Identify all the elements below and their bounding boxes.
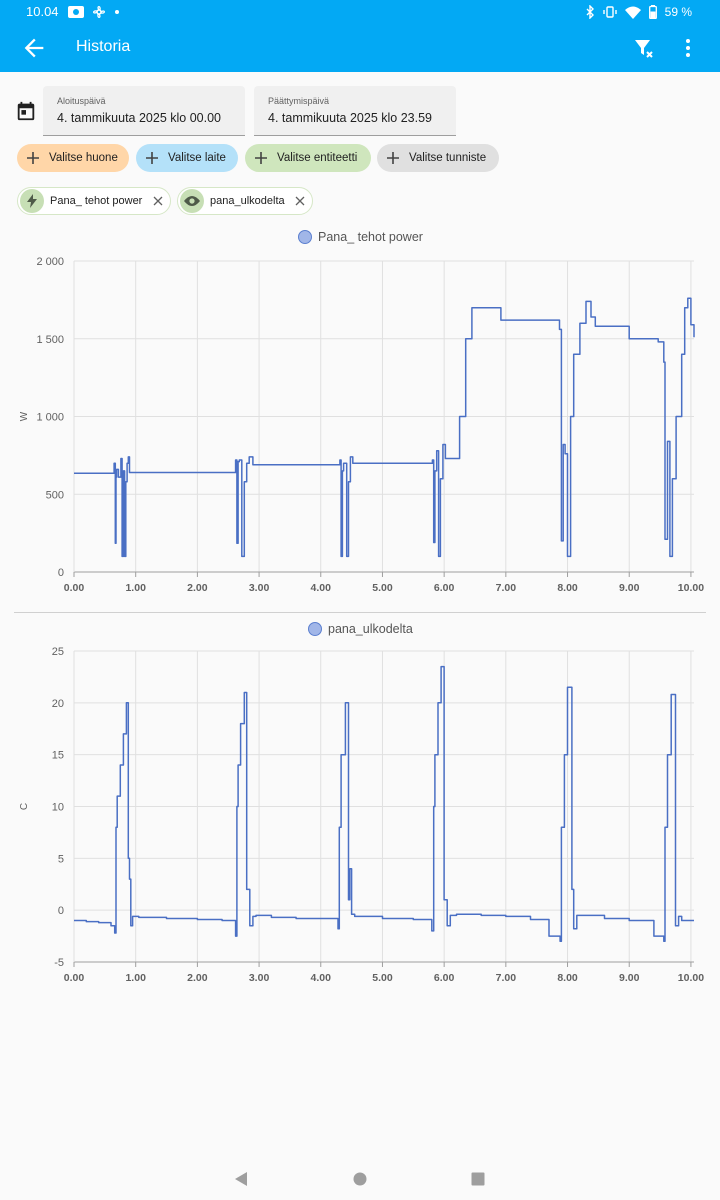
notification-icons [68,2,120,22]
filter-remove-icon[interactable] [632,36,656,60]
y-axis-label: C [19,803,30,810]
entity-chip-power-label: Pana_ tehot power [50,195,143,207]
more-vert-icon[interactable] [676,36,700,60]
y-tick-label: 5 [58,853,64,865]
app-bar: Historia [0,24,720,72]
x-tick-label: 6.00 [434,582,455,594]
x-tick-label: 0.00 [64,972,85,984]
x-tick-label: 9.00 [619,582,640,594]
end-date-field[interactable]: Päättymispäivä 4. tammikuuta 2025 klo 23… [254,86,456,136]
start-date-field[interactable]: Aloituspäivä 4. tammikuuta 2025 klo 00.0… [43,86,245,136]
vibrate-icon [602,6,617,18]
chart-legend-temp[interactable]: pana_ulkodelta [308,622,413,636]
status-bar: 10.04 59 % [0,0,720,24]
bluetooth-icon [586,5,594,19]
choose-entity-label: Valitse entiteetti [277,152,358,164]
x-tick-label: 2.00 [187,972,208,984]
divider [14,612,706,613]
chart-legend-power[interactable]: Pana_ tehot power [298,230,423,244]
plus-icon [27,152,39,164]
y-tick-label: 0 [58,905,64,917]
legend-dot [298,230,312,244]
close-icon[interactable] [295,196,305,206]
y-tick-label: 20 [52,698,64,710]
start-date-value: 4. tammikuuta 2025 klo 00.00 [57,111,221,125]
battery-percent: 59 % [664,5,692,19]
dot-icon [115,10,119,14]
x-tick-label: 7.00 [496,582,517,594]
choose-label-label: Valitse tunniste [409,152,487,164]
choose-device-label: Valitse laite [168,152,226,164]
x-tick-label: 8.00 [557,972,578,984]
page-title: Historia [76,38,131,55]
x-tick-label: 0.00 [64,582,85,594]
plus-icon [146,152,158,164]
x-tick-label: 3.00 [249,972,270,984]
choose-label-button[interactable]: Valitse tunniste [377,144,499,172]
back-arrow-icon[interactable] [20,34,48,62]
x-tick-label: 2.00 [187,582,208,594]
chart-power-title: Pana_ tehot power [318,230,423,244]
battery-icon [648,5,657,19]
x-tick-label: 1.00 [125,972,146,984]
end-date-label: Päättymispäivä [268,96,330,106]
nav-home-icon[interactable] [352,1170,368,1188]
y-tick-label: 0 [58,567,64,579]
entity-chip-temp[interactable]: pana_ulkodelta [177,187,313,215]
calendar-icon [17,101,35,121]
choose-area-button[interactable]: Valitse huone [17,144,129,172]
plus-icon [255,152,267,164]
plus-icon [387,152,399,164]
system-icons: 59 % [585,3,692,21]
wifi-icon [624,6,641,19]
eye-icon [180,189,204,213]
choose-entity-button[interactable]: Valitse entiteetti [245,144,371,172]
x-tick-label: 10.00 [678,972,704,984]
series-line [74,297,695,558]
system-nav-bar [0,1160,720,1200]
x-tick-label: 5.00 [372,582,393,594]
choose-device-button[interactable]: Valitse laite [136,144,238,172]
x-tick-label: 5.00 [372,972,393,984]
y-tick-label: 25 [52,646,64,658]
y-tick-label: 10 [52,802,64,814]
y-tick-label: -5 [54,957,64,969]
nav-recents-icon[interactable] [470,1170,486,1188]
fan-icon [92,5,106,19]
x-tick-label: 1.00 [125,582,146,594]
x-tick-label: 9.00 [619,972,640,984]
x-tick-label: 8.00 [557,582,578,594]
flash-icon [20,189,44,213]
nav-back-icon[interactable] [233,1170,249,1188]
power-chart[interactable]: 2 000 1 500 1 000 500 00.00 1.00 2.00 3.00 4.00 5… [0,250,720,600]
y-axis-label: W [19,411,30,421]
x-tick-label: 4.00 [311,582,332,594]
entity-chip-temp-label: pana_ulkodelta [210,195,285,207]
y-tick-label: 15 [52,750,64,762]
start-date-label: Aloituspäivä [57,96,106,106]
y-tick-label: 500 [46,489,64,501]
entity-chip-power[interactable]: Pana_ tehot power [17,187,171,215]
series-line [74,665,694,943]
y-tick-label: 1 500 [36,334,64,346]
x-tick-label: 10.00 [678,582,704,594]
y-tick-label: 2 000 [36,256,64,268]
legend-dot [308,622,322,636]
x-tick-label: 3.00 [249,582,270,594]
choose-area-label: Valitse huone [49,152,118,164]
x-tick-label: 4.00 [311,972,332,984]
camera-icon [68,6,84,18]
x-tick-label: 7.00 [496,972,517,984]
status-time: 10.04 [26,4,59,19]
end-date-value: 4. tammikuuta 2025 klo 23.59 [268,111,432,125]
chart-temp-title: pana_ulkodelta [328,622,413,636]
temperature-chart[interactable]: 25 20 15 10 5 0 -50.00 1.00 2.00 3.00 4.00 5.00 6.00… [0,640,720,990]
y-tick-label: 1 000 [36,412,64,424]
close-icon[interactable] [153,196,163,206]
x-tick-label: 6.00 [434,972,455,984]
